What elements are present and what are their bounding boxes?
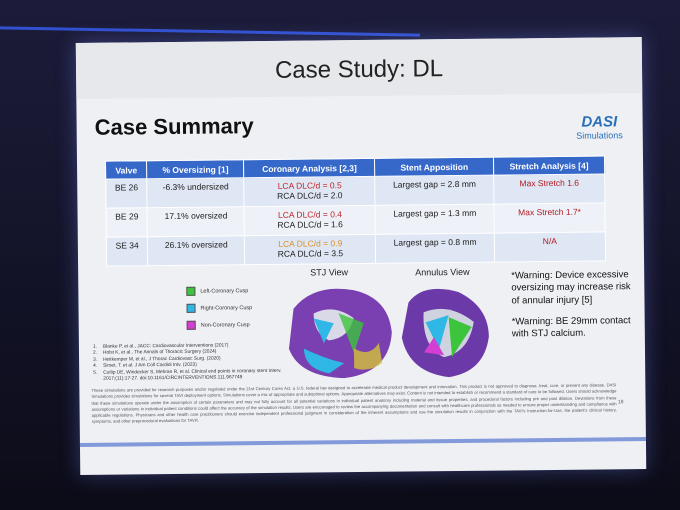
coronary-cell: LCA DLC/d = 0.4 RCA DLC/d = 1.6	[244, 205, 376, 236]
valve-cell: SE 34	[106, 236, 149, 267]
reference-text: Cutlip DE, Windecker S, Mehran R, et al.…	[103, 368, 282, 383]
logo-tagline: Simulations	[576, 130, 623, 141]
legend-item: Right-Coronary Cusp	[186, 303, 252, 313]
legend-item: Non-Coronary Cusp	[186, 320, 253, 330]
logo-name: DASI	[581, 113, 618, 131]
valve-cell: BE 29	[105, 207, 148, 238]
apposition-cell: Largest gap = 2.8 mm	[375, 175, 494, 206]
column-header: Coronary Analysis [2,3]	[243, 158, 376, 178]
warnings: *Warning: Device excessive oversizing ma…	[511, 269, 634, 350]
stj-view	[288, 288, 392, 379]
legend-swatch	[186, 320, 196, 330]
column-header: Valve	[105, 160, 148, 180]
logo: DASI Simulations	[576, 113, 623, 140]
valve-cell: BE 26	[105, 178, 148, 209]
slide: Case Study: DL Case Summary DASI Simulat…	[75, 37, 647, 475]
warning: *Warning: Device excessive oversizing ma…	[511, 269, 631, 307]
rca-value: RCA DLC/d = 2.0	[277, 190, 343, 201]
disclaimer: These simulations are provided for resea…	[91, 382, 617, 425]
valve-images	[288, 288, 489, 379]
oversizing-cell: -6.3% undersized	[147, 177, 245, 208]
apposition-cell: Largest gap = 0.8 mm	[375, 233, 495, 264]
legend-swatch	[186, 303, 196, 313]
warning: *Warning: BE 29mm contact with STJ calci…	[511, 315, 631, 340]
summary-table: Valve% Oversizing [1] Coronary Analysis […	[105, 155, 606, 267]
annulus-view	[401, 288, 489, 378]
stretch-cell: Max Stretch 1.7*	[493, 202, 606, 234]
legend-item: Left-Coronary Cusp	[186, 286, 252, 296]
stretch-cell: Max Stretch 1.6	[493, 173, 605, 205]
table-row: SE 34 26.1% oversized LCA DLC/d = 0.9 RCA D…	[106, 231, 606, 267]
stretch-cell: N/A	[494, 231, 606, 263]
legend-swatch	[186, 286, 196, 296]
reference: 5. Cutlip DE, Windecker S, Mehran R, et a…	[93, 369, 293, 384]
heading: Case Summary	[94, 113, 254, 140]
reference-number: 5.	[93, 370, 98, 376]
page-number: 18	[617, 399, 624, 406]
rca-value: RCA DLC/d = 3.5	[277, 248, 344, 259]
rca-value: RCA DLC/d = 1.6	[277, 219, 343, 230]
view-label: STJ View	[310, 267, 349, 278]
slide-title: Case Study: DL	[274, 55, 444, 84]
column-header: Stent Apposition	[374, 157, 494, 177]
footer-stripe	[79, 437, 646, 447]
coronary-cell: LCA DLC/d = 0.9 RCA DLC/d = 3.5	[244, 234, 377, 265]
references: 1. Blanke P, et al., JACC: Cardiovascular…	[93, 343, 293, 384]
legend-label: Left-Coronary Cusp	[200, 287, 249, 295]
view-label: Annulus View	[415, 266, 470, 278]
coronary-cell: LCA DLC/d = 0.5 RCA DLC/d = 2.0	[244, 176, 376, 207]
legend-label: Non-Coronary Cusp	[200, 321, 250, 329]
apposition-cell: Largest gap = 1.3 mm	[375, 204, 495, 235]
column-header: Stretch Analysis [4]	[493, 155, 605, 176]
oversizing-cell: 26.1% oversized	[147, 235, 245, 266]
legend-label: Right-Coronary Cusp	[200, 304, 253, 312]
legend: Left-Coronary Cusp Right-Coronary Cusp Non…	[186, 286, 252, 338]
oversizing-cell: 17.1% oversized	[147, 206, 245, 237]
column-header: % Oversizing [1]	[146, 159, 245, 179]
